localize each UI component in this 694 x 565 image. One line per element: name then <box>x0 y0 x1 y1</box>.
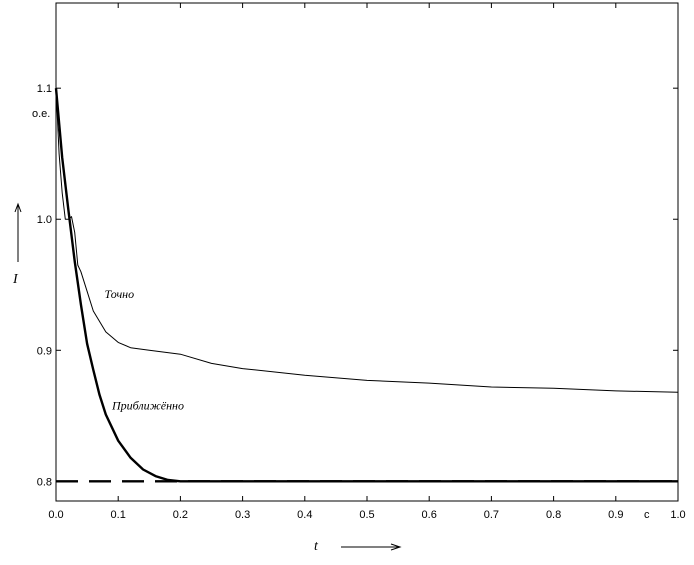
x-tick-label: 0.1 <box>111 509 126 521</box>
x-axis-label: t <box>314 539 319 554</box>
tick-marks <box>55 3 679 501</box>
x-tick-label: 0.9 <box>608 509 623 521</box>
y-axis-label: I <box>12 272 19 287</box>
x-tick-label: 0.6 <box>422 509 437 521</box>
y-tick-labels: 0.8 0.9 1.0 1.1 <box>37 83 52 488</box>
y-unit-label: о.е. <box>32 108 50 120</box>
plot-frame <box>55 2 679 502</box>
series-label: Точно <box>105 287 135 301</box>
series-line-exact <box>55 88 679 393</box>
x-tick-label: 0.8 <box>546 509 561 521</box>
y-axis-arrow-icon <box>14 202 22 262</box>
y-tick-label: 0.9 <box>37 345 52 357</box>
x-axis-arrow-icon <box>341 543 402 551</box>
y-tick-label: 1.0 <box>37 214 52 226</box>
series-line-approximate <box>54 88 678 483</box>
x-unit-label: с <box>644 509 650 521</box>
x-tick-labels: 0.0 0.1 0.2 0.3 0.4 0.5 0.6 0.7 0.8 0.9 1.0 <box>48 509 685 521</box>
x-tick-label: 0.3 <box>235 509 250 521</box>
x-tick-label: 0.5 <box>359 509 374 521</box>
series-labels: Точно Приближённо <box>105 287 184 412</box>
x-tick-label: 0.2 <box>173 509 188 521</box>
series-lines <box>54 88 679 483</box>
y-tick-label: 0.8 <box>37 476 52 488</box>
x-tick-label: 0.7 <box>484 509 499 521</box>
x-tick-label: 1.0 <box>670 509 685 521</box>
y-tick-label: 1.1 <box>37 83 52 95</box>
x-tick-label: 0.0 <box>48 509 63 521</box>
x-tick-label: 0.4 <box>297 509 312 521</box>
series-label: Приближённо <box>111 398 184 412</box>
